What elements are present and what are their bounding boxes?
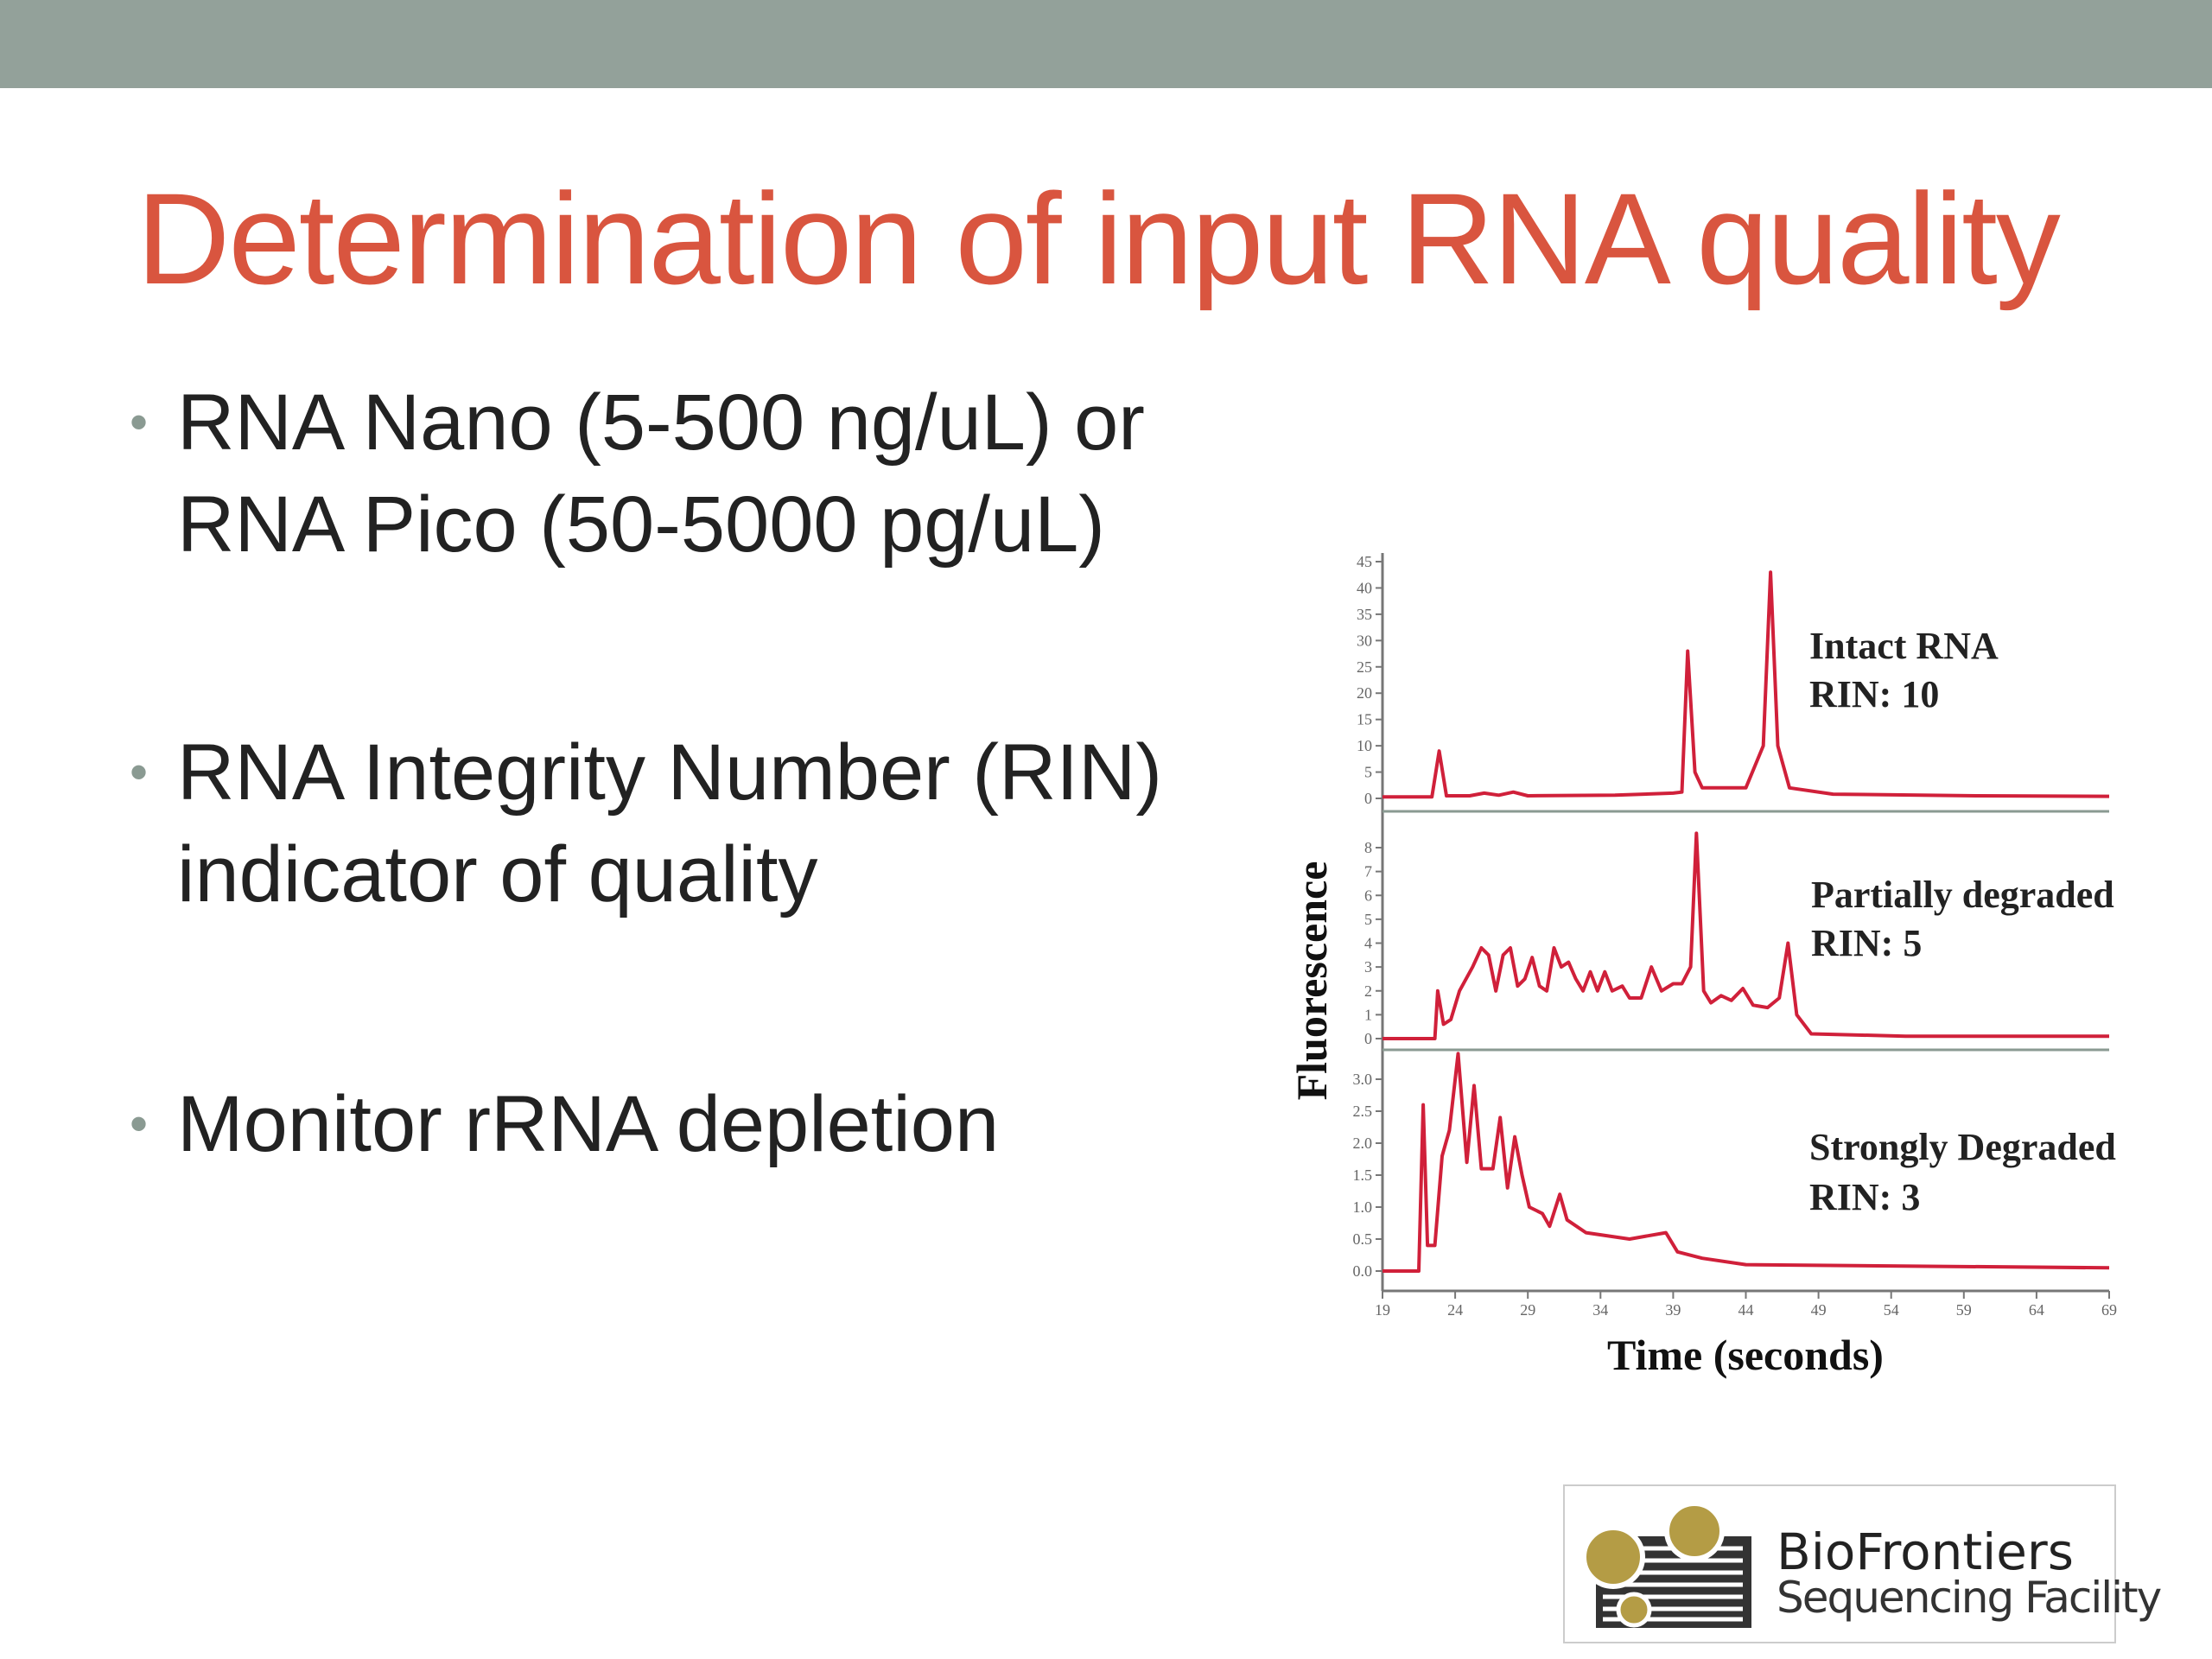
logo-mark-icon bbox=[1581, 1501, 1751, 1628]
x-tick-label: 39 bbox=[1665, 1301, 1681, 1319]
y-tick-label: 5 bbox=[1364, 764, 1372, 781]
biofrontiers-logo: BioFrontiers Sequencing Facility bbox=[1563, 1484, 2162, 1643]
y-tick-label: 35 bbox=[1357, 606, 1372, 623]
x-tick-label: 59 bbox=[1956, 1301, 1972, 1319]
bullet-dot-icon: • bbox=[130, 393, 149, 451]
trace-line-1 bbox=[1382, 570, 2110, 799]
y-tick-label: 6 bbox=[1364, 887, 1372, 904]
x-tick-label: 69 bbox=[2101, 1301, 2117, 1319]
bullet-item: • RNA Nano (5-500 ng/uL) or RNA Pico (50… bbox=[130, 372, 1145, 575]
y-tick-label: 25 bbox=[1357, 658, 1372, 676]
x-tick-label: 54 bbox=[1884, 1301, 1899, 1319]
y-tick-label: 2 bbox=[1364, 982, 1372, 1000]
slide-title: Determination of input RNA quality bbox=[137, 166, 2061, 311]
panel-annotation: RIN: 3 bbox=[1809, 1176, 1920, 1218]
y-tick-label: 4 bbox=[1364, 935, 1372, 952]
trace-line-2 bbox=[1382, 831, 2109, 1040]
y-tick-label: 8 bbox=[1364, 839, 1372, 856]
bullet-item: • RNA Integrity Number (RIN) indicator o… bbox=[130, 721, 1162, 925]
bullet-dot-icon: • bbox=[130, 743, 149, 801]
bullet-item: • Monitor rRNA depletion bbox=[130, 1073, 999, 1175]
y-tick-label: 10 bbox=[1357, 737, 1372, 754]
y-tick-label: 1 bbox=[1364, 1006, 1372, 1023]
y-tick-label: 0.5 bbox=[1353, 1230, 1373, 1248]
y-tick-label: 5 bbox=[1364, 911, 1372, 928]
panel-annotation: Strongly Degraded bbox=[1809, 1126, 2116, 1168]
bullet-line: RNA Pico (50-5000 pg/uL) bbox=[177, 480, 1105, 569]
bullet-line: indicator of quality bbox=[177, 830, 818, 918]
y-tick-label: 15 bbox=[1357, 711, 1372, 728]
y-tick-label: 0.0 bbox=[1353, 1262, 1373, 1280]
bullet-line: RNA Integrity Number (RIN) bbox=[177, 728, 1163, 817]
y-tick-label: 0 bbox=[1364, 790, 1372, 807]
x-tick-label: 24 bbox=[1447, 1301, 1463, 1319]
logo-text: Sequencing Facility bbox=[1777, 1573, 2162, 1623]
bullet-line: RNA Nano (5-500 ng/uL) or bbox=[177, 378, 1145, 467]
panel-annotation: Partially degraded bbox=[1811, 874, 2114, 916]
bullet-dot-icon: • bbox=[130, 1095, 149, 1153]
panel-annotation: Intact RNA bbox=[1809, 625, 1999, 667]
y-tick-label: 3.0 bbox=[1353, 1071, 1373, 1088]
header-bar bbox=[0, 0, 2212, 88]
x-axis-label: Time (seconds) bbox=[1607, 1331, 1884, 1379]
y-tick-label: 2.0 bbox=[1353, 1135, 1373, 1152]
y-tick-label: 2.5 bbox=[1353, 1103, 1373, 1120]
y-tick-label: 1.5 bbox=[1353, 1166, 1373, 1184]
x-tick-label: 29 bbox=[1520, 1301, 1535, 1319]
x-tick-label: 64 bbox=[2029, 1301, 2044, 1319]
x-tick-label: 34 bbox=[1592, 1301, 1608, 1319]
y-tick-label: 45 bbox=[1357, 553, 1372, 570]
bullet-line: Monitor rRNA depletion bbox=[177, 1080, 1000, 1168]
y-tick-label: 30 bbox=[1357, 632, 1372, 649]
y-axis-label: Fluorescence bbox=[1287, 861, 1336, 1101]
logo-text: BioFrontiers bbox=[1777, 1522, 2074, 1581]
x-tick-label: 44 bbox=[1738, 1301, 1754, 1319]
y-tick-label: 3 bbox=[1364, 958, 1372, 976]
y-tick-label: 40 bbox=[1357, 579, 1372, 596]
x-tick-label: 49 bbox=[1811, 1301, 1827, 1319]
panel-annotation: RIN: 10 bbox=[1809, 673, 1939, 715]
panel-annotation: RIN: 5 bbox=[1811, 922, 1922, 964]
y-tick-label: 0 bbox=[1364, 1030, 1372, 1047]
trace-line-3 bbox=[1382, 1052, 2110, 1273]
y-tick-label: 20 bbox=[1357, 684, 1372, 702]
x-tick-label: 19 bbox=[1375, 1301, 1390, 1319]
y-tick-label: 1.0 bbox=[1353, 1198, 1373, 1216]
y-tick-label: 7 bbox=[1364, 863, 1372, 880]
